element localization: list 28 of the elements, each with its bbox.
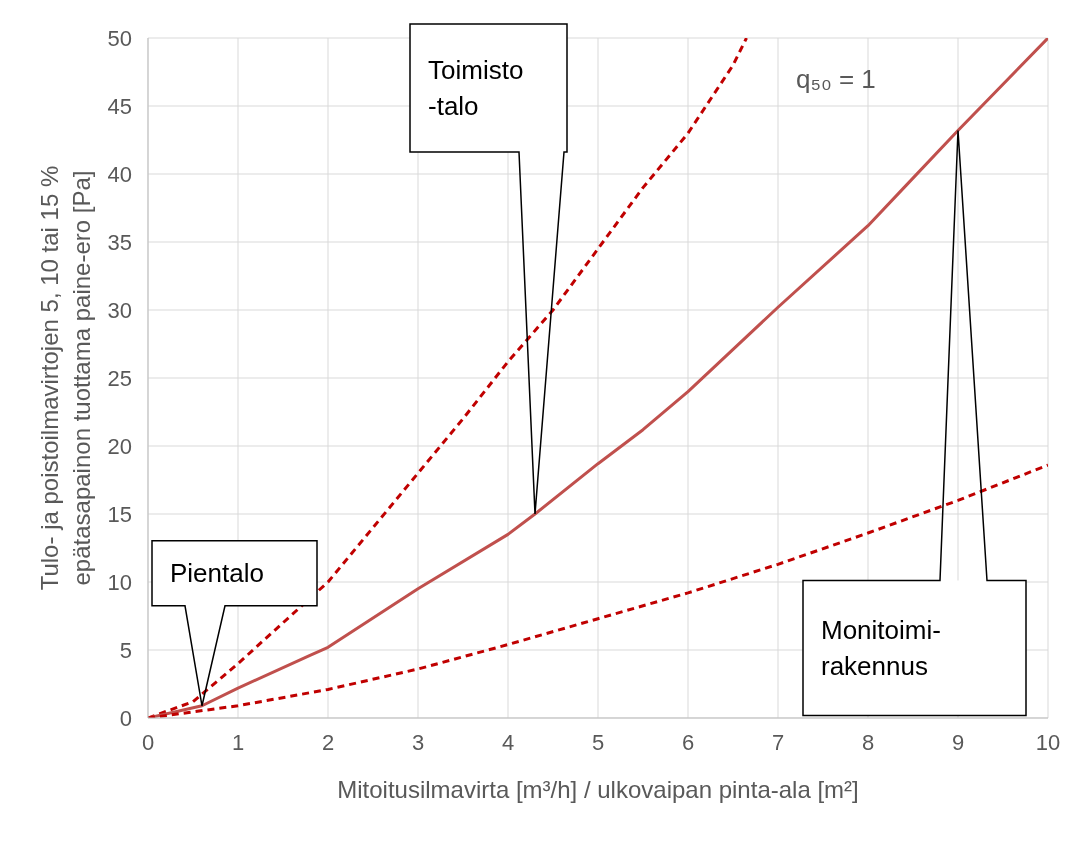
y-tick-label: 25 bbox=[107, 365, 132, 391]
y-tick-label: 5 bbox=[119, 637, 132, 663]
annotation: Monitoimi- rakennus bbox=[821, 614, 941, 681]
y-tick-label: 30 bbox=[107, 297, 132, 323]
y-tick-label: 20 bbox=[107, 433, 132, 459]
x-tick-label: 6 bbox=[681, 729, 695, 755]
y-tick-label: 10 bbox=[107, 569, 132, 595]
x-tick-label: 3 bbox=[411, 729, 425, 755]
y-tick-label: 15 bbox=[107, 501, 132, 527]
x-tick-label: 8 bbox=[861, 729, 875, 755]
annotation: Pientalo bbox=[170, 558, 264, 589]
y-tick-label: 40 bbox=[107, 161, 132, 187]
x-axis-title: Mitoitusilmavirta [m³/h] / ulkovaipan pinta-ala [m²] bbox=[336, 776, 860, 804]
y-tick-label: 45 bbox=[107, 93, 132, 119]
annotation: q₅₀ = 1 bbox=[796, 64, 876, 94]
x-tick-label: 1 bbox=[231, 729, 245, 755]
x-tick-label: 4 bbox=[501, 729, 515, 755]
y-tick-label: 0 bbox=[119, 705, 132, 731]
x-tick-label: 5 bbox=[591, 729, 605, 755]
y-tick-label: 50 bbox=[107, 25, 132, 51]
x-tick-label: 2 bbox=[321, 729, 335, 755]
x-tick-label: 7 bbox=[771, 729, 785, 755]
y-axis-title: Tulo- ja poistoilmavirtojen 5, 10 tai 15 % epätasapainon tuottama paine-ero [Pa] bbox=[36, 165, 95, 591]
annotation: Toimisto -talo bbox=[428, 55, 524, 121]
x-tick-label: 10 bbox=[1035, 729, 1061, 755]
x-tick-label: 0 bbox=[141, 729, 155, 755]
y-tick-label: 35 bbox=[107, 229, 132, 255]
x-tick-label: 9 bbox=[951, 729, 965, 755]
